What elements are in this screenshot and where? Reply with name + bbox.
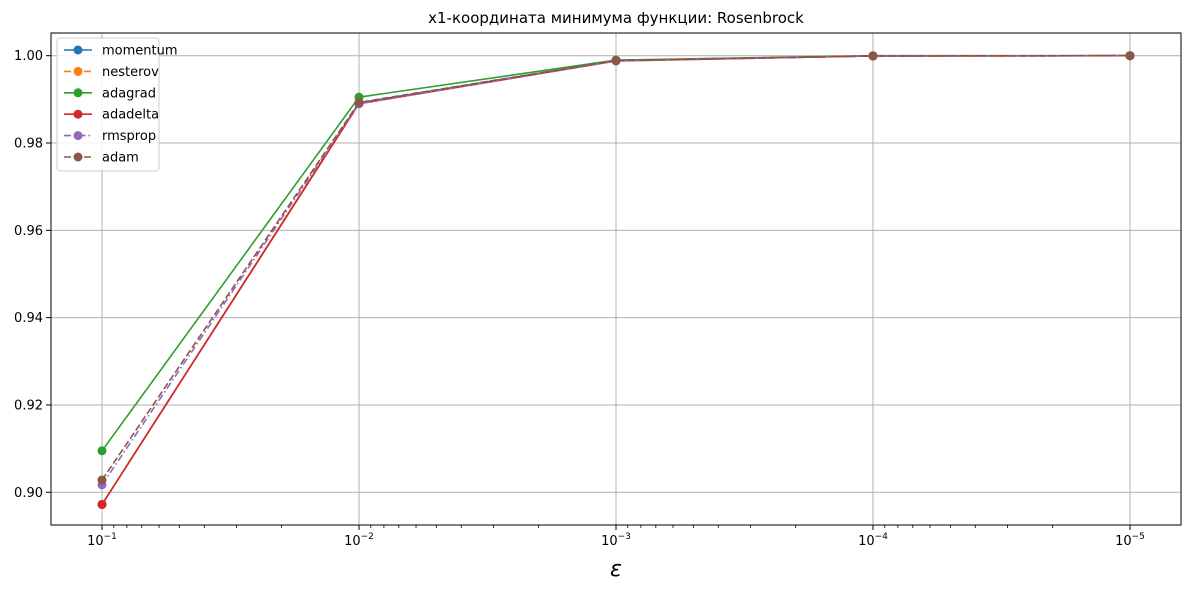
legend: momentum nesterov adagrad adadelta rmsprop ad…: [56, 37, 178, 172]
chart-title: x1-координата минимума функции: Rosenbro…: [428, 9, 804, 27]
data-point-adam: [354, 97, 364, 107]
y-tick-label: 1.00: [14, 49, 43, 64]
x-tick-label: 10−3: [601, 532, 631, 549]
legend-label-adadelta: adadelta: [102, 108, 159, 123]
series-line-rmsprop: [101, 54, 1131, 486]
data-point-adam: [611, 56, 621, 66]
x-tick-label: 10−4: [858, 532, 888, 549]
y-tick-label: 0.96: [14, 224, 43, 239]
legend-label-adagrad: adagrad: [102, 86, 156, 101]
x-axis-label: ε: [610, 557, 622, 582]
legend-label-adam: adam: [102, 151, 139, 166]
series-layer: [97, 51, 1135, 509]
legend-swatch-marker-adagrad: [73, 88, 83, 98]
legend-label-momentum: momentum: [102, 44, 178, 59]
legend-swatch-marker-momentum: [73, 45, 83, 55]
y-tick-label: 0.94: [14, 311, 43, 326]
y-tick-label: 0.90: [14, 486, 43, 501]
legend-swatch-marker-nesterov: [73, 66, 83, 76]
axes: 10−1 10−2 10−3 10−4 10−5 0.90 0.92 0.94 0.96 0.98…: [14, 49, 1145, 549]
data-point-adam: [1125, 51, 1135, 61]
legend-swatch-marker-adadelta: [73, 109, 83, 119]
x-tick-label: 10−1: [87, 532, 117, 549]
data-point-adadelta: [97, 499, 107, 509]
legend-label-nesterov: nesterov: [102, 65, 159, 80]
data-point-adagrad: [97, 446, 107, 456]
series-line-adam: [101, 54, 1131, 481]
y-tick-label: 0.98: [14, 137, 43, 152]
legend-label-rmsprop: rmsprop: [102, 129, 156, 144]
x-tick-label: 10−2: [344, 532, 374, 549]
data-point-adam: [97, 475, 107, 485]
legend-box: [56, 37, 160, 172]
legend-swatch-marker-adam: [73, 152, 83, 162]
x-tick-label: 10−5: [1115, 532, 1145, 549]
y-tick-label: 0.92: [14, 398, 43, 413]
data-point-adam: [868, 51, 878, 61]
legend-swatch-marker-rmsprop: [73, 131, 83, 141]
